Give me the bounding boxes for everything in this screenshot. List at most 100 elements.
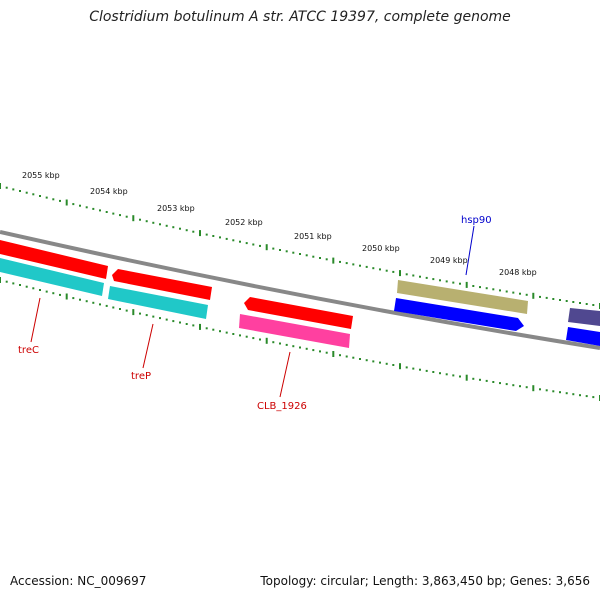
outer-scale-minor-tick xyxy=(145,220,148,223)
inner-scale-minor-tick xyxy=(319,350,321,353)
outer-scale-major-tick xyxy=(332,257,335,264)
outer-scale-minor-tick xyxy=(245,242,248,245)
outer-scale-minor-tick xyxy=(439,279,441,282)
inner-scale-minor-tick xyxy=(212,328,215,331)
inner-scale-minor-tick xyxy=(499,382,501,385)
inner-scale-minor-tick xyxy=(339,354,341,357)
outer-scale-minor-tick xyxy=(119,214,121,217)
inner-scale-minor-tick xyxy=(59,293,61,296)
genome-summary-text: Topology: circular; Length: 3,863,450 bp… xyxy=(260,574,590,588)
gene-indigo-forward[interactable] xyxy=(568,308,600,326)
outer-scale-minor-tick xyxy=(445,280,448,283)
inner-scale-minor-tick xyxy=(119,308,121,310)
inner-scale-minor-tick xyxy=(359,358,361,360)
inner-scale-minor-tick xyxy=(585,395,588,398)
inner-scale-minor-tick xyxy=(185,323,188,325)
gene-label-trec[interactable]: treC xyxy=(18,345,39,356)
inner-scale-minor-tick xyxy=(459,375,461,378)
inner-scale-major-tick xyxy=(265,337,268,344)
inner-scale-minor-tick xyxy=(125,309,128,312)
inner-scale-minor-tick xyxy=(512,384,515,387)
outer-scale-minor-tick xyxy=(185,229,188,232)
gene-hsp90-forward[interactable] xyxy=(397,280,528,314)
inner-scale-minor-tick xyxy=(179,321,181,324)
outer-scale-minor-tick xyxy=(352,263,355,266)
inner-scale-minor-tick xyxy=(445,373,448,376)
outer-scale-minor-tick xyxy=(72,203,75,206)
outer-scale-minor-tick xyxy=(152,221,155,224)
outer-scale-minor-tick xyxy=(179,227,181,230)
gene-trec-reverse[interactable] xyxy=(0,258,104,296)
gene-trep-forward[interactable] xyxy=(112,269,212,300)
gene-clb1926-reverse[interactable] xyxy=(239,314,350,348)
outer-scale-minor-tick xyxy=(285,250,288,253)
outer-scale-minor-tick xyxy=(192,230,195,233)
tick-label-2048: 2048 kbp xyxy=(499,268,537,277)
gene-blue-reverse[interactable] xyxy=(566,327,600,346)
outer-scale-minor-tick xyxy=(39,195,41,197)
inner-scale-minor-tick xyxy=(372,360,375,363)
outer-scale-minor-tick xyxy=(299,253,301,255)
inner-scale-minor-tick xyxy=(99,303,101,306)
inner-scale-minor-tick xyxy=(365,359,368,362)
inner-scale-minor-tick xyxy=(252,337,255,340)
genome-backbone xyxy=(0,230,600,350)
inner-scale-minor-tick xyxy=(425,369,428,372)
outer-scale-minor-tick xyxy=(512,291,515,294)
inner-scale-minor-tick xyxy=(492,381,495,383)
tick-label-2053: 2053 kbp xyxy=(157,204,195,213)
outer-scale-minor-tick xyxy=(292,251,295,254)
outer-scale-minor-tick xyxy=(32,193,35,196)
outer-scale-minor-tick xyxy=(385,269,388,272)
gene-label-hsp90[interactable]: hsp90 xyxy=(461,215,492,226)
outer-scale-minor-tick xyxy=(419,275,421,278)
outer-scale-minor-tick xyxy=(539,295,541,298)
gene-clb1926-forward[interactable] xyxy=(244,297,353,329)
gene-label-clb1926[interactable]: CLB_1926 xyxy=(257,401,307,412)
inner-scale-minor-tick xyxy=(192,324,195,327)
outer-scale-minor-tick xyxy=(105,211,108,213)
gene-hsp90-reverse[interactable] xyxy=(394,298,524,331)
forward-genes xyxy=(0,240,600,329)
inner-scale-minor-tick xyxy=(85,300,88,303)
outer-scale-minor-tick xyxy=(159,223,161,226)
outer-scale-minor-tick xyxy=(592,304,595,306)
inner-scale-minor-tick xyxy=(525,386,528,389)
inner-scale-minor-tick xyxy=(299,346,301,349)
inner-scale-minor-tick xyxy=(139,312,141,315)
outer-scale-minor-tick xyxy=(559,299,561,301)
outer-scale-minor-tick xyxy=(112,212,115,215)
inner-scale-minor-tick xyxy=(559,391,561,394)
tick-label-2051: 2051 kbp xyxy=(294,232,332,241)
outer-scale-minor-tick xyxy=(252,243,255,246)
outer-scale-major-tick xyxy=(0,183,1,189)
outer-scale-major-tick xyxy=(65,199,68,206)
gene-label-trep[interactable]: treP xyxy=(131,371,151,382)
outer-scale-minor-tick xyxy=(325,258,328,261)
outer-scale-minor-tick xyxy=(172,226,175,229)
inner-scale-minor-tick xyxy=(79,298,81,301)
tick-label-2049: 2049 kbp xyxy=(430,256,468,265)
outer-scale-major-tick xyxy=(199,230,201,237)
gene-labels: treC treP CLB_1926 hsp90 xyxy=(18,215,492,412)
inner-scale-minor-tick xyxy=(45,290,48,293)
outer-scale-minor-tick xyxy=(219,236,221,239)
inner-scale-minor-tick xyxy=(305,347,308,350)
tick-label-2054: 2054 kbp xyxy=(90,187,128,196)
inner-scale-minor-tick xyxy=(159,317,161,320)
outer-scale-minor-tick xyxy=(485,287,488,290)
leader-trep xyxy=(142,323,154,369)
inner-scale-major-tick xyxy=(399,363,401,370)
inner-scale-minor-tick xyxy=(539,388,541,391)
outer-scale-minor-tick xyxy=(319,257,321,259)
outer-scale-minor-tick xyxy=(359,264,361,267)
inner-scale-minor-tick xyxy=(205,327,208,330)
inner-scale-minor-tick xyxy=(432,371,435,373)
outer-scale-minor-tick xyxy=(499,289,501,292)
outer-scale-minor-tick xyxy=(312,255,315,258)
gene-trep-reverse[interactable] xyxy=(108,286,208,319)
inner-scale-minor-tick xyxy=(519,385,521,388)
inner-scale-minor-tick xyxy=(352,356,355,359)
outer-scale-minor-tick xyxy=(205,233,208,236)
gene-trec-forward[interactable] xyxy=(0,240,108,279)
